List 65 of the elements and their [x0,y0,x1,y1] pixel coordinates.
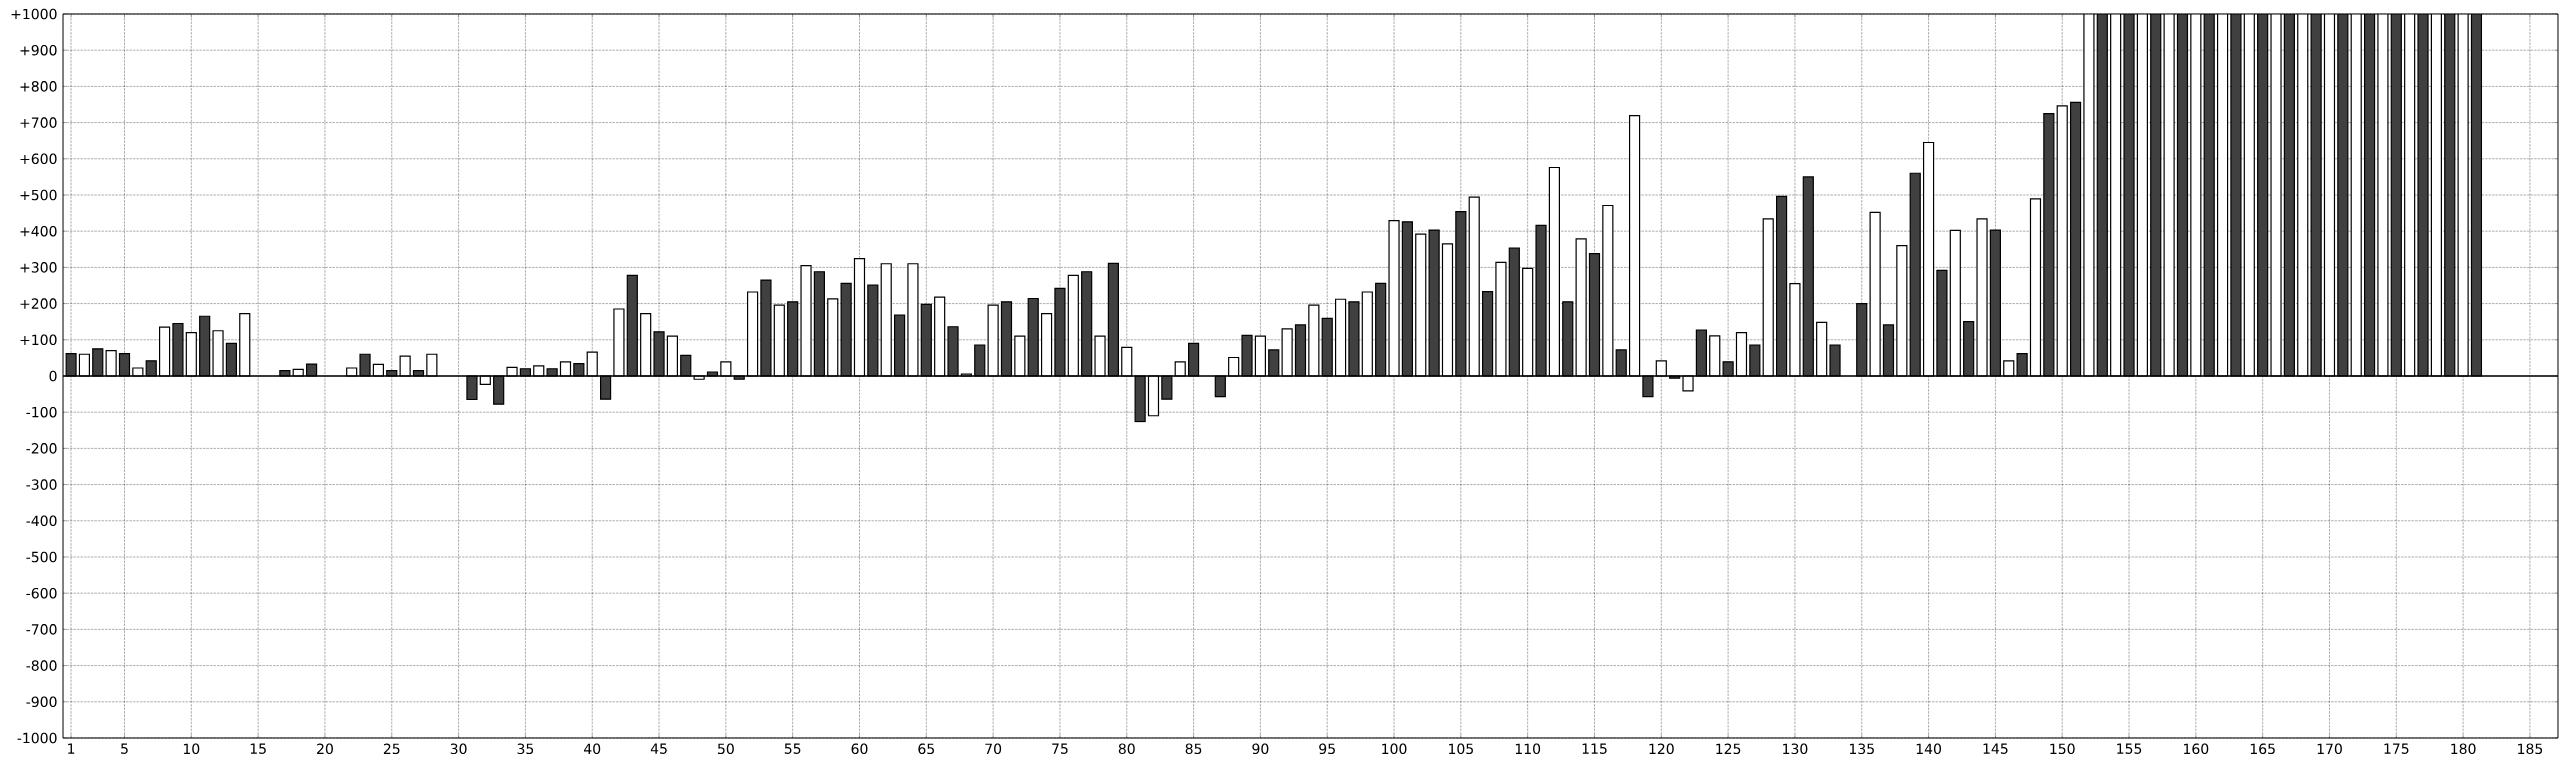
x-tick-label: 55 [784,743,801,754]
y-tick-label: +400 [20,225,57,237]
y-tick-label: -200 [26,443,57,454]
x-tick-label: 50 [718,743,734,755]
x-tick-label: 25 [383,743,400,755]
y-tick-label: +100 [20,334,57,346]
x-tick-label: 145 [1983,743,2008,754]
x-tick-label: 95 [1319,743,1335,755]
x-tick-label: 180 [2451,743,2476,755]
x-tick-label: 15 [250,743,266,754]
x-tick-label: 45 [650,743,667,754]
x-tick-label: 150 [2050,743,2075,755]
x-tick-label: 135 [1849,743,1874,755]
x-tick-label: 5 [121,743,128,754]
y-tick-label: +900 [20,44,57,56]
x-tick-label: 160 [2184,743,2209,755]
x-tick-label: 40 [584,743,601,755]
x-tick-label: 60 [851,743,868,755]
bar [2216,13,2229,377]
y-tick-label: +200 [20,298,57,309]
y-tick-label: +1000 [11,8,57,20]
x-tick-label: 105 [1449,743,1473,755]
x-tick-label: 110 [1515,743,1541,755]
x-tick-label: 125 [1716,743,1741,755]
y-tick-label: -900 [26,696,57,708]
x-tick-label: 100 [1382,743,1407,755]
y-tick-label: -500 [26,551,57,563]
bar [2110,13,2122,377]
x-tick-label: 1 [68,743,75,754]
x-tick-label: 165 [2250,743,2275,755]
bar [2297,13,2309,377]
bar [2136,13,2148,377]
x-tick-label: 140 [1916,743,1941,755]
x-tick-label: 10 [183,743,200,755]
y-tick-label: -700 [26,624,57,635]
y-tick-label: -600 [26,587,57,599]
x-tick-label: 155 [2117,743,2142,754]
y-tick-label: +700 [20,117,57,128]
x-tick-label: 90 [1252,743,1269,755]
y-tick-label: +300 [20,262,57,273]
y-tick-label: -100 [26,406,57,418]
x-tick-label: 175 [2384,743,2409,754]
y-tick-label: +500 [20,189,57,201]
bar [2404,13,2416,377]
x-tick-label: 75 [1052,743,1068,754]
bar [2323,13,2336,377]
x-tick-label: 20 [317,743,333,755]
x-tick-label: 185 [2518,743,2543,755]
x-tick-label: 80 [1118,743,1135,755]
x-tick-label: 85 [1185,743,1202,755]
y-tick-label: 0 [49,370,57,382]
y-tick-label: -400 [26,515,57,527]
x-tick-label: 70 [985,743,1002,755]
x-tick-label: 35 [517,743,534,755]
y-tick-label: -800 [26,660,57,671]
y-tick-label: -1000 [17,732,57,744]
x-tick-label: 130 [1783,743,1808,755]
x-tick-label: 170 [2317,743,2342,755]
y-tick-label: -300 [26,479,57,490]
y-tick-label: +800 [20,81,57,92]
y-tick-label: +600 [20,153,57,165]
x-tick-label: 115 [1582,743,1607,754]
x-tick-label: 65 [918,743,934,755]
x-tick-label: 30 [450,743,467,755]
x-tick-label: 120 [1649,743,1674,755]
